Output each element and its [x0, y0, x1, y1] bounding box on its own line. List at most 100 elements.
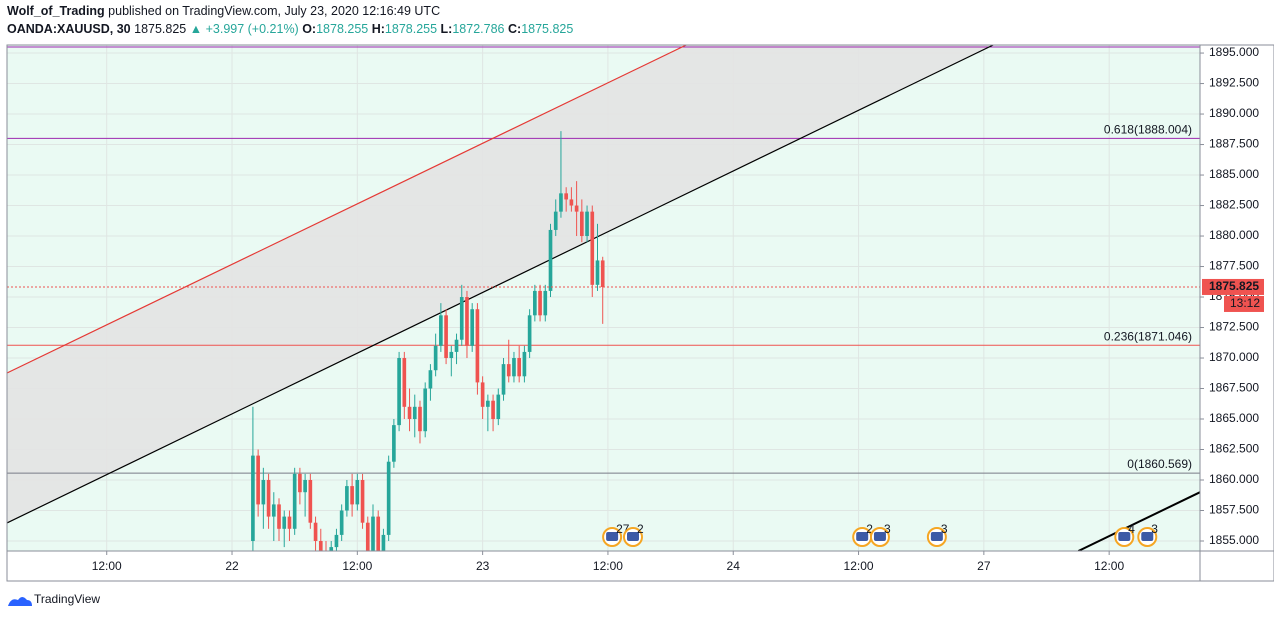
- candle-body: [308, 480, 313, 523]
- symbol: OANDA:XAUUSD, 30: [7, 22, 131, 36]
- candle-body: [580, 211, 584, 237]
- candle-body: [600, 260, 605, 287]
- h-label: H:: [372, 22, 385, 36]
- candle-body: [533, 290, 537, 316]
- y-tick-label: 1865.000: [1209, 411, 1259, 425]
- last-price-label: 1875.825: [1209, 279, 1259, 293]
- y-tick-label: 1895.000: [1209, 45, 1259, 59]
- candle-body: [501, 364, 506, 395]
- h: 1878.255: [385, 22, 437, 36]
- candle-body: [266, 480, 271, 517]
- candle-body: [277, 504, 281, 529]
- trend-line: [7, 45, 994, 524]
- y-tick-label: 1872.500: [1209, 320, 1259, 334]
- candle-body: [334, 534, 339, 548]
- candle-body: [595, 260, 600, 285]
- trend-line: [7, 45, 687, 374]
- candle-body: [423, 388, 428, 432]
- candle-body: [376, 516, 381, 551]
- event-flag: [873, 532, 886, 541]
- candle-body: [313, 522, 318, 541]
- candle-body: [559, 193, 563, 212]
- frame: [6, 44, 1274, 582]
- countdown-box: [1224, 295, 1264, 312]
- c-label: C:: [508, 22, 521, 36]
- x-tick-label: 12:00: [342, 559, 372, 573]
- x-tick-label: 24: [727, 559, 741, 573]
- y-tick-label: 1885.000: [1209, 167, 1259, 181]
- candle-body: [459, 297, 464, 340]
- candle-body: [412, 406, 417, 420]
- event-flag: [856, 532, 869, 541]
- candle-body: [402, 358, 407, 407]
- candle-body: [339, 510, 344, 535]
- y-tick-label: 1890.000: [1209, 106, 1259, 120]
- event-flag: [1118, 532, 1131, 541]
- candle-body: [439, 315, 443, 346]
- y-tick-label: 1880.000: [1209, 228, 1259, 242]
- fib-label: 0(1860.569): [1127, 457, 1192, 471]
- candle-body: [292, 473, 297, 529]
- candle-body: [486, 400, 490, 407]
- candle-body: [574, 205, 579, 212]
- candle-body: [553, 211, 558, 230]
- c: 1875.825: [521, 22, 573, 36]
- candle-body: [585, 211, 589, 237]
- x-tick-label: 22: [225, 559, 239, 573]
- candle-body: [522, 351, 527, 377]
- candle-body: [465, 297, 469, 346]
- candle-body: [538, 290, 542, 316]
- candle-body: [470, 309, 475, 346]
- y-tick-label: 1892.500: [1209, 76, 1259, 90]
- last: 1875.825: [134, 22, 186, 36]
- candle-body: [433, 345, 438, 371]
- candle-body: [350, 486, 354, 505]
- y-tick-label: 1882.500: [1209, 198, 1259, 212]
- candle-body: [397, 358, 401, 426]
- candle-body: [527, 315, 532, 352]
- candle-body: [491, 400, 495, 420]
- logo-icon: [8, 597, 32, 606]
- candle-body: [365, 522, 370, 551]
- event-flag: [930, 532, 943, 541]
- candle-body: [271, 504, 276, 517]
- candle-body: [496, 394, 501, 420]
- x-tick-label: 12:00: [844, 559, 874, 573]
- y-tick-label: 1855.000: [1209, 533, 1259, 547]
- y-tick-label: 1862.500: [1209, 442, 1259, 456]
- x-tick-label: 27: [977, 559, 991, 573]
- candle-body: [282, 516, 287, 529]
- y-tick-label: 1860.000: [1209, 472, 1259, 486]
- candle-body: [345, 486, 349, 511]
- published: published on TradingView.com, July 23, 2…: [108, 4, 440, 18]
- candle-body: [251, 455, 255, 541]
- y-tick-label: 1887.500: [1209, 137, 1259, 151]
- brand: TradingView: [34, 592, 100, 606]
- event-flag: [606, 532, 619, 541]
- y-tick-label: 1867.500: [1209, 381, 1259, 395]
- fib-label: 0.236(1871.046): [1104, 329, 1192, 343]
- candle-body: [329, 547, 334, 551]
- event-count: 3: [884, 522, 891, 536]
- event-flag: [626, 532, 639, 541]
- candle-body: [371, 516, 375, 551]
- y-tick-label: 1870.000: [1209, 350, 1259, 364]
- y-tick-label: 1877.500: [1209, 259, 1259, 273]
- o-label: O:: [302, 22, 316, 36]
- candle-body: [261, 480, 266, 505]
- trend-line: [1077, 491, 1200, 551]
- event-count: 2: [637, 522, 644, 536]
- candle-body: [590, 211, 595, 285]
- candle-body: [392, 425, 396, 462]
- candle-body: [569, 199, 574, 206]
- countdown: 13:12: [1230, 296, 1260, 310]
- candle-body: [506, 364, 511, 377]
- candle-body: [512, 358, 516, 377]
- change: ▲ +3.997 (+0.21%): [190, 22, 299, 36]
- author: Wolf_of_Trading: [7, 4, 105, 18]
- candle-body: [449, 351, 454, 359]
- candle-body: [418, 406, 422, 432]
- candle-body: [407, 406, 412, 420]
- candle-body: [428, 370, 433, 389]
